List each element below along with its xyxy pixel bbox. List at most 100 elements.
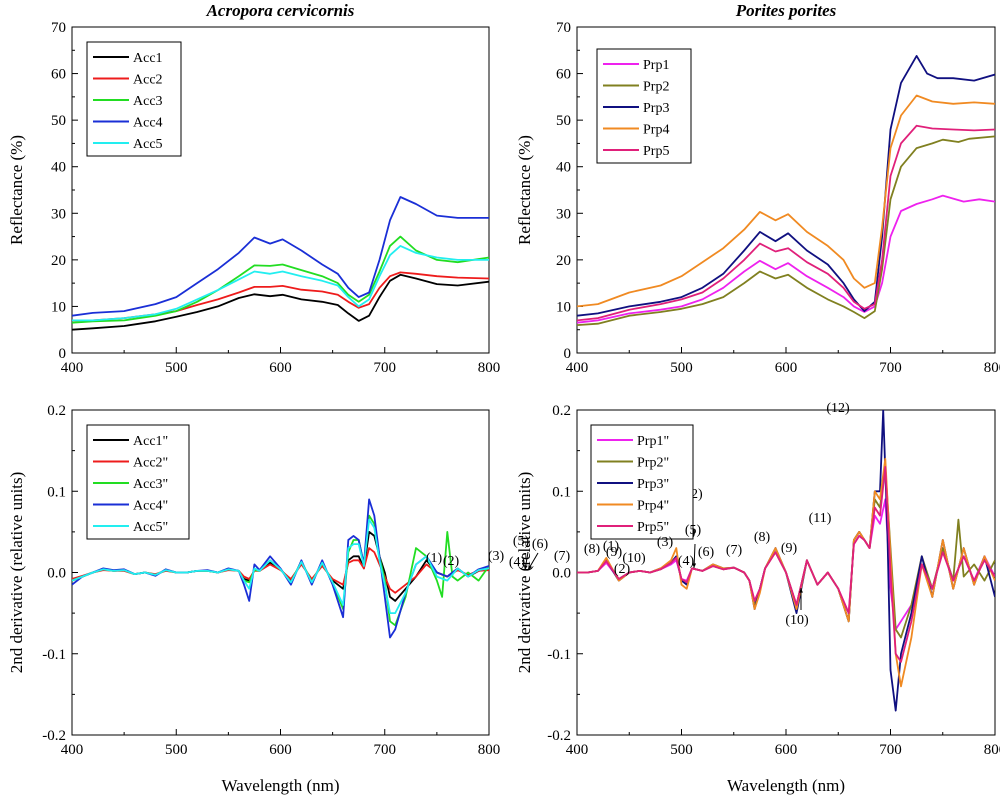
legend-label: Prp4 [643,123,669,138]
legend-label: Prp2 [643,80,669,95]
series-line-prp2 [577,135,995,326]
legend-label: Acc5" [133,520,168,535]
legend-label: Prp4" [637,499,669,514]
x-tick-label: 600 [269,360,292,376]
series-line-acc1 [72,531,489,602]
x-tick-label: 700 [374,742,397,758]
legend-label: Acc3" [133,477,168,492]
x-tick-label: 400 [566,360,589,376]
peak-annotation: (12) [826,401,850,416]
y-axis-label: Reflectance (%) [7,135,26,245]
x-tick-label: 600 [775,742,798,758]
y-tick-label: 70 [51,20,66,36]
peak-annotation: (4) [678,554,695,569]
x-tick-label: 500 [670,742,693,758]
x-tick-label: 800 [478,360,501,376]
series-line-acc5 [72,518,489,614]
panel-porites-reflectance: 400 500 600 700 800 0 10 20 30 40 50 60 70 Porites po… [515,1,1000,376]
peak-annotation: (1) [426,551,443,566]
x-axis-label: Wavelength (nm) [221,776,339,795]
peak-annotation: (10) [622,551,646,566]
y-tick-label: 0.0 [552,566,571,582]
legend-label: Prp3" [637,477,669,492]
peak-annotation: (5) [513,534,530,549]
annotation-arrowhead [523,565,528,570]
annotation-arrowhead [528,565,532,570]
y-tick-label: 0.0 [47,566,66,582]
series-group [577,55,995,326]
legend-label: Prp1 [643,58,669,73]
series-line-acc3 [72,235,489,324]
y-tick-label: -0.1 [42,647,66,663]
y-tick-label: 0 [564,346,572,362]
y-tick-label: 0.1 [47,484,66,500]
y-axis-label: Reflectance (%) [515,135,534,245]
annotation-arrowhead [692,563,697,568]
y-axis-label: 2nd derivative (relative units) [515,472,534,674]
y-tick-label: 40 [556,160,571,176]
peak-annotation: (1) [603,539,620,554]
y-tick-label: 10 [556,299,571,315]
legend-label: Prp5" [637,520,669,535]
x-tick-label: 700 [374,360,397,376]
series-line-prp5 [577,124,995,322]
peak-annotation: (11) [809,511,832,526]
peak-annotation: (6) [532,537,549,552]
y-tick-label: 10 [51,299,66,315]
peak-annotation: (5) [685,523,702,538]
x-tick-label: 500 [670,360,693,376]
y-tick-label: 60 [556,67,571,83]
legend-label: Prp1" [637,434,669,449]
y-tick-label: 50 [51,113,66,129]
y-tick-label: 50 [556,113,571,129]
y-tick-label: 0.2 [47,403,66,419]
y-tick-label: 20 [51,253,66,269]
chart-title: Porites porites [735,1,837,20]
y-tick-label: -0.1 [547,647,571,663]
chart-title: Acropora cervicornis [206,1,355,20]
x-tick-label: 400 [566,742,589,758]
x-tick-label: 500 [165,742,188,758]
series-line-prp5 [577,465,995,663]
x-tick-label: 500 [165,360,188,376]
y-tick-label: 0.2 [552,403,571,419]
legend-label: Acc1 [133,51,163,66]
x-tick-label: 800 [984,360,1000,376]
legend-label: Acc4" [133,499,168,514]
y-tick-label: 30 [51,206,66,222]
peak-annotation: (3) [657,535,674,550]
peak-annotation: (2) [614,562,631,577]
x-tick-label: 800 [984,742,1000,758]
peak-annotation: (2) [443,554,460,569]
series-group [72,498,489,639]
legend-label: Acc2" [133,456,168,471]
y-tick-label: 30 [556,206,571,222]
series-line-acc2 [72,271,489,322]
peak-annotation: (4) [509,555,526,570]
y-tick-label: 60 [51,67,66,83]
series-line-acc5 [72,244,489,322]
x-tick-label: 400 [61,360,84,376]
legend-label: Acc3 [133,94,163,109]
series-line-acc1 [72,273,489,331]
peak-annotation: (10) [785,613,809,628]
series-group [577,410,995,712]
peak-annotation: (8) [754,530,771,545]
peak-annotation: (3) [488,549,505,564]
series-line-prp3 [577,55,995,317]
peak-annotation: (9) [606,545,623,560]
y-tick-label: 20 [556,253,571,269]
x-tick-label: 600 [269,742,292,758]
y-tick-label: 0.1 [552,484,571,500]
x-tick-label: 600 [775,360,798,376]
legend-label: Prp3 [643,101,669,116]
x-tick-label: 800 [478,742,501,758]
peak-annotation: (6) [698,545,715,560]
legend-label: Acc5 [133,137,163,152]
peak-annotation: (7) [726,543,743,558]
y-tick-label: 40 [51,160,66,176]
series-line-prp1 [577,194,995,324]
annotation-arrowhead [799,588,803,593]
x-tick-label: 400 [61,742,84,758]
peak-annotation: (8) [584,542,601,557]
